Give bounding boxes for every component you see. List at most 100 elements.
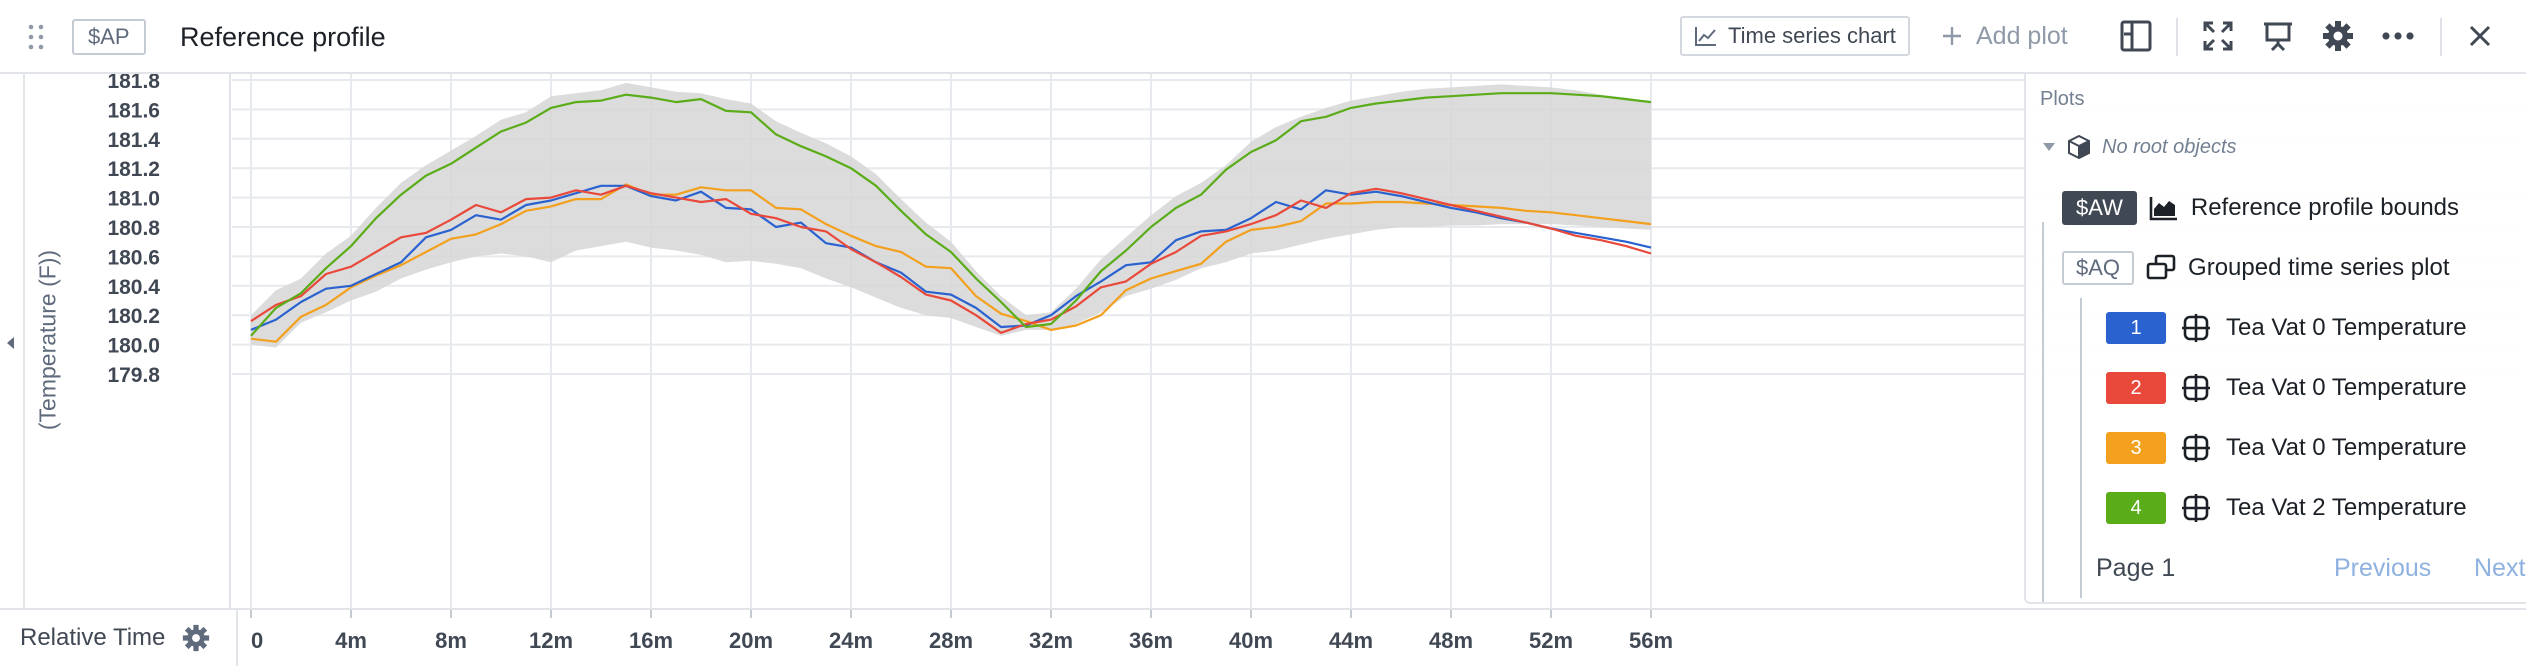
x-tick-label: 20m: [729, 628, 773, 653]
x-tick-label: 28m: [929, 628, 973, 653]
toggle-panel-button[interactable]: [2116, 16, 2156, 56]
plot-tag: $AQ: [2062, 251, 2135, 285]
x-axis-bar: Relative Time 0 4m 8m 12m 16m 20m 24m 28m 32m 36m…: [0, 608, 2526, 666]
x-axis-divider: [236, 610, 238, 666]
series-row-2[interactable]: 2 Tea Vat 0 Temperature: [2106, 368, 2467, 408]
grouped-series-icon: [2146, 254, 2176, 280]
pagination: Page 1 Previous Next: [2096, 550, 2526, 586]
x-tick-label: 48m: [1429, 628, 1473, 653]
series-label: Tea Vat 0 Temperature: [2226, 314, 2467, 341]
plot-area[interactable]: 179.8 180.0 180.2 180.4 180.6 180.8 181.0 181.2…: [0, 74, 2526, 608]
app-tag: $AP: [72, 19, 146, 55]
add-plot-button[interactable]: Add plot: [1940, 16, 2068, 56]
panel-title: Plots: [2040, 88, 2085, 110]
x-tick-label: 32m: [1029, 628, 1073, 653]
close-icon: [2469, 25, 2491, 47]
series-row-3[interactable]: 3 Tea Vat 0 Temperature: [2106, 428, 2467, 468]
series-row-4[interactable]: 4 Tea Vat 2 Temperature: [2106, 488, 2467, 528]
presentation-icon: [2264, 22, 2292, 52]
y-tick-label: 180.4: [107, 276, 160, 299]
cube-icon: [2068, 134, 2090, 160]
plots-panel: Plots No root objects $AW Reference prof…: [2024, 74, 2526, 604]
sensor-icon: [2182, 494, 2210, 522]
series-swatch: 2: [2106, 372, 2166, 404]
time-series-chart[interactable]: 179.8 180.0 180.2 180.4 180.6 180.8 181.0 181.2…: [0, 74, 2526, 608]
gear-icon: [2323, 21, 2353, 51]
panel-header: $AP Reference profile Time series chart …: [0, 0, 2526, 74]
plot-label: Reference profile bounds: [2190, 194, 2460, 221]
x-tick-label: 40m: [1229, 628, 1273, 653]
previous-page-button[interactable]: Previous: [2334, 554, 2432, 582]
x-tick-label: 52m: [1529, 628, 1573, 653]
plot-tag: $AW: [2062, 191, 2137, 225]
page-indicator: Page 1: [2096, 554, 2176, 582]
header-divider: [2440, 18, 2442, 56]
plot-row-grouped-series[interactable]: $AQ Grouped time series plot: [2062, 250, 2450, 286]
series-swatch: 4: [2106, 492, 2166, 524]
add-plot-label: Add plot: [1976, 21, 2068, 50]
series-swatch: 1: [2106, 312, 2166, 344]
collapse-left-icon[interactable]: [4, 334, 18, 352]
relative-time-label: Relative Time: [20, 624, 166, 651]
close-button[interactable]: [2460, 16, 2500, 56]
y-tick-label: 181.8: [107, 74, 160, 93]
plus-icon: [1943, 27, 1961, 45]
root-objects-row[interactable]: No root objects: [2042, 134, 2237, 160]
more-options-button[interactable]: [2378, 16, 2418, 56]
series-label: Tea Vat 0 Temperature: [2226, 374, 2467, 401]
reference-bounds-band: [251, 82, 1651, 348]
series-line-3: [250, 183, 1652, 343]
y-tick-label: 180.0: [107, 335, 160, 358]
presentation-button[interactable]: [2258, 16, 2298, 56]
fullscreen-button[interactable]: [2198, 16, 2238, 56]
sensor-icon: [2182, 314, 2210, 342]
y-tick-label: 181.6: [107, 99, 160, 122]
x-tick-label: 36m: [1129, 628, 1173, 653]
series-swatch: 3: [2106, 432, 2166, 464]
series-label: Tea Vat 2 Temperature: [2226, 494, 2467, 521]
series-label: Tea Vat 0 Temperature: [2226, 434, 2467, 461]
plot-row-reference-bounds[interactable]: $AW Reference profile bounds: [2062, 190, 2459, 226]
gear-icon[interactable]: [182, 624, 210, 652]
chart-type-label: Time series chart: [1728, 23, 1896, 48]
drag-handle-icon[interactable]: [24, 22, 48, 52]
sensor-icon: [2182, 434, 2210, 462]
x-tick-label: 44m: [1329, 628, 1373, 653]
x-tick-label: 56m: [1629, 628, 1673, 653]
y-tick-label: 181.4: [107, 129, 160, 152]
x-tick-label: 4m: [335, 628, 367, 653]
page-title[interactable]: Reference profile: [180, 22, 386, 52]
y-tick-label: 179.8: [107, 364, 160, 387]
tree-guide-line: [2080, 298, 2082, 598]
x-tick-label: 12m: [529, 628, 573, 653]
root-objects-label: No root objects: [2102, 135, 2237, 158]
area-chart-icon: [2149, 197, 2177, 221]
plot-label: Grouped time series plot: [2188, 254, 2450, 281]
x-tick-label: 16m: [629, 628, 673, 653]
y-tick-label: 180.8: [107, 217, 160, 240]
y-tick-label: 181.0: [107, 188, 160, 211]
line-chart-icon: [1695, 27, 1716, 46]
y-tick-label: 181.2: [107, 158, 160, 181]
y-axis-label: (Temperature (F)): [34, 249, 61, 431]
series-line-4: [250, 92, 1652, 337]
next-page-button[interactable]: Next: [2474, 554, 2526, 582]
panel-layout-icon: [2120, 20, 2152, 52]
x-tick-label: 0: [251, 628, 263, 653]
series-line-1: [250, 184, 1652, 331]
x-tick-label: 8m: [435, 628, 467, 653]
x-axis-ticks: 0 4m 8m 12m 16m 20m 24m 28m 32m 36m 40m 44m 48m 52m 56…: [250, 610, 1673, 653]
series-line-2: [250, 184, 1652, 334]
y-tick-label: 180.2: [107, 305, 160, 328]
sensor-icon: [2182, 374, 2210, 402]
fullscreen-icon: [2203, 21, 2233, 51]
settings-button[interactable]: [2318, 16, 2358, 56]
tree-guide-line: [2042, 222, 2044, 602]
chart-type-button[interactable]: Time series chart: [1680, 16, 1910, 56]
x-tick-label: 24m: [829, 628, 873, 653]
caret-down-icon[interactable]: [2042, 141, 2056, 153]
header-divider: [2176, 18, 2178, 56]
y-tick-label: 180.6: [107, 246, 160, 269]
more-icon: [2382, 32, 2414, 40]
series-row-1[interactable]: 1 Tea Vat 0 Temperature: [2106, 308, 2467, 348]
